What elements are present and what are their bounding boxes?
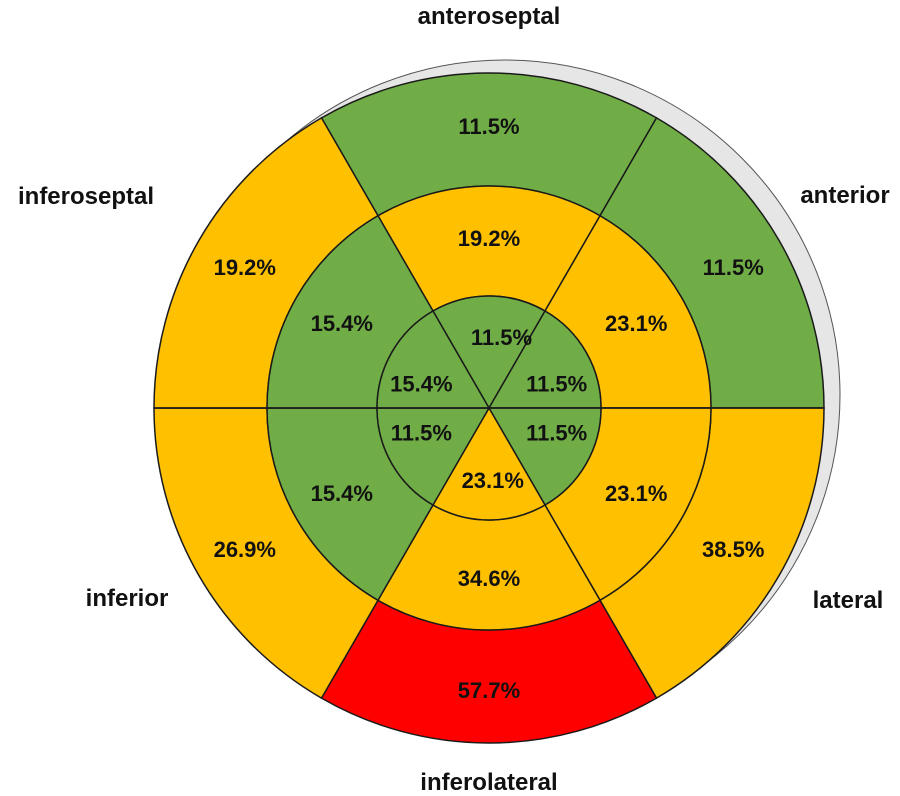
value-middle-2: 23.1% bbox=[605, 481, 667, 506]
segments-group bbox=[153, 72, 825, 744]
wall-label-lateral: lateral bbox=[813, 587, 884, 614]
value-middle-5: 15.4% bbox=[311, 311, 373, 336]
segment-inner-0 bbox=[431, 295, 547, 410]
value-inner-5: 15.4% bbox=[390, 371, 452, 396]
value-outer-0: 11.5% bbox=[458, 114, 519, 139]
value-inner-3: 23.1% bbox=[462, 468, 524, 493]
value-outer-3: 57.7% bbox=[458, 678, 520, 703]
value-middle-4: 15.4% bbox=[311, 481, 373, 506]
segment-inner-4 bbox=[376, 407, 491, 507]
value-middle-0: 19.2% bbox=[458, 226, 520, 251]
wall-label-inferolateral: inferolateral bbox=[420, 769, 557, 796]
segment-inner-5 bbox=[376, 309, 491, 409]
wall-label-inferior: inferior bbox=[86, 585, 169, 612]
wall-label-anterior: anterior bbox=[800, 182, 889, 209]
value-outer-1: 11.5% bbox=[703, 255, 764, 280]
value-outer-5: 19.2% bbox=[214, 255, 276, 280]
segment-inner-3 bbox=[431, 406, 547, 521]
value-middle-3: 34.6% bbox=[458, 566, 520, 591]
segment-inner-1 bbox=[487, 309, 602, 409]
value-inner-0: 11.5% bbox=[471, 325, 532, 350]
wall-label-inferoseptal: inferoseptal bbox=[18, 183, 154, 210]
value-outer-2: 38.5% bbox=[702, 537, 764, 562]
value-inner-4: 11.5% bbox=[391, 421, 452, 446]
wall-label-anteroseptal: anteroseptal bbox=[418, 3, 561, 30]
values-group: 11.5% 11.5% 38.5% 57.7% 26.9% 19.2% 19.2% 23.1%… bbox=[214, 114, 765, 703]
segment-inner-2 bbox=[487, 407, 602, 507]
value-middle-1: 23.1% bbox=[605, 311, 667, 336]
value-inner-1: 11.5% bbox=[526, 371, 587, 396]
value-outer-4: 26.9% bbox=[214, 537, 276, 562]
value-inner-2: 11.5% bbox=[526, 421, 587, 446]
